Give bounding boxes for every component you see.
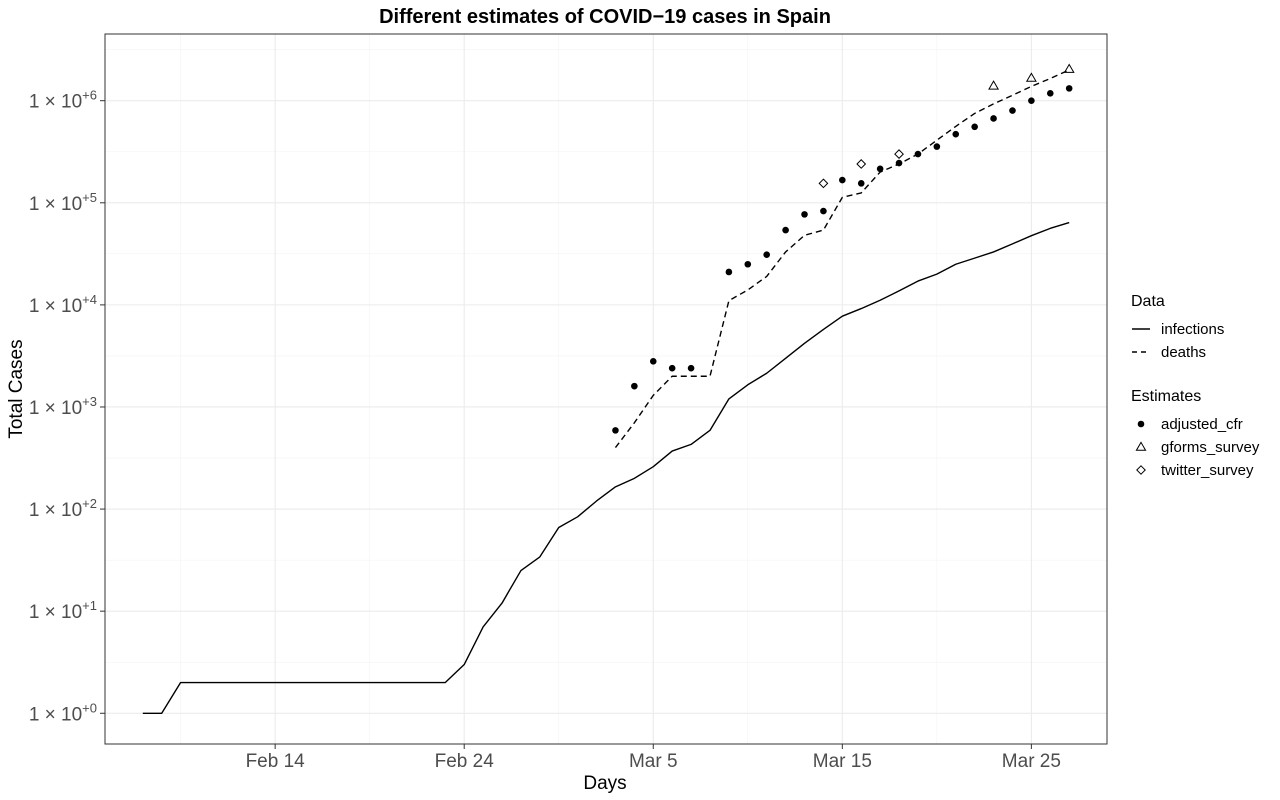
gforms-survey-point [1063, 63, 1075, 73]
x-axis-title: Days [583, 773, 626, 794]
adjusted-cfr-point [649, 358, 657, 365]
grid [105, 34, 1107, 744]
legend-key-twitter-survey [1136, 465, 1146, 475]
gforms-survey-point [1025, 72, 1037, 82]
twitter-survey-point [818, 178, 829, 189]
adjusted-cfr-point [744, 260, 752, 268]
adjusted-cfr-point [876, 165, 884, 173]
y-tick-label: 1 × 10+2 [29, 496, 97, 521]
adjusted-cfr-point [933, 143, 941, 150]
adjusted-cfr-point [612, 427, 619, 434]
deaths-line [614, 69, 1070, 449]
series-deaths [614, 69, 1070, 449]
x-tick-label: Mar 5 [629, 751, 678, 772]
series-twitter-survey [818, 149, 904, 189]
adjusted-cfr-point [668, 364, 676, 372]
legend-title: Estimates [1131, 388, 1201, 405]
legend-group-data: Data infections deaths [1131, 293, 1224, 361]
infections-line [142, 221, 1070, 714]
x-axis: Feb 14 Feb 24 Mar 5 Mar 15 Mar 25 [246, 744, 1061, 772]
adjusted-cfr-point [857, 180, 865, 187]
adjusted-cfr-point [1065, 85, 1073, 92]
series-adjusted-cfr [612, 85, 1073, 434]
adjusted-cfr-point [839, 176, 846, 184]
y-axis: 1 × 10+0 1 × 10+1 1 × 10+2 1 × 10+3 1 × 10+4… [29, 88, 105, 725]
plot-panel-border [104, 33, 1108, 745]
series-gforms-survey [988, 63, 1075, 90]
adjusted-cfr-point [1028, 97, 1035, 104]
legend-key-adjusted-cfr [1137, 420, 1145, 428]
legend-title: Data [1131, 293, 1165, 310]
y-tick-label: 1 × 10+6 [29, 88, 97, 113]
adjusted-cfr-point [801, 211, 808, 218]
x-tick-label: Mar 25 [1002, 751, 1061, 772]
legend-label: gforms_survey [1161, 439, 1260, 456]
y-tick-label: 1 × 10+5 [29, 190, 97, 215]
x-tick-label: Mar 15 [813, 751, 872, 772]
adjusted-cfr-point [895, 159, 903, 167]
legend-label: adjusted_cfr [1161, 416, 1243, 433]
legend: Data infections deaths Estimates adjusted_cf… [1131, 293, 1260, 479]
adjusted-cfr-point [1046, 90, 1054, 97]
adjusted-cfr-point [1009, 107, 1016, 114]
adjusted-cfr-point [914, 150, 922, 158]
adjusted-cfr-point [725, 268, 733, 276]
gforms-survey-point [988, 80, 1000, 90]
adjusted-cfr-point [971, 123, 978, 131]
chart-title: Different estimates of COVID−19 cases in… [379, 6, 831, 28]
adjusted-cfr-point [687, 364, 695, 372]
twitter-survey-point [894, 149, 904, 159]
legend-label: infections [1161, 321, 1224, 338]
plot-series [142, 63, 1075, 714]
adjusted-cfr-point [990, 115, 997, 122]
y-tick-label: 1 × 10+4 [29, 292, 97, 317]
legend-label: deaths [1161, 344, 1206, 361]
adjusted-cfr-point [820, 207, 827, 215]
twitter-survey-point [856, 159, 867, 169]
x-tick-label: Feb 14 [246, 751, 306, 772]
adjusted-cfr-point [763, 251, 770, 259]
y-axis-title: Total Cases [6, 339, 27, 438]
y-tick-label: 1 × 10+3 [29, 394, 97, 419]
x-tick-label: Feb 24 [435, 751, 495, 772]
y-tick-label: 1 × 10+1 [29, 598, 97, 623]
y-tick-label: 1 × 10+0 [29, 700, 97, 725]
adjusted-cfr-point [952, 130, 960, 138]
legend-group-estimates: Estimates adjusted_cfr gforms_surveytwitte… [1131, 388, 1260, 479]
series-infections [142, 221, 1070, 714]
legend-key-gforms-survey [1135, 441, 1147, 451]
legend-label: twitter_survey [1161, 462, 1254, 479]
adjusted-cfr-point [782, 226, 789, 234]
adjusted-cfr-point [631, 382, 638, 390]
